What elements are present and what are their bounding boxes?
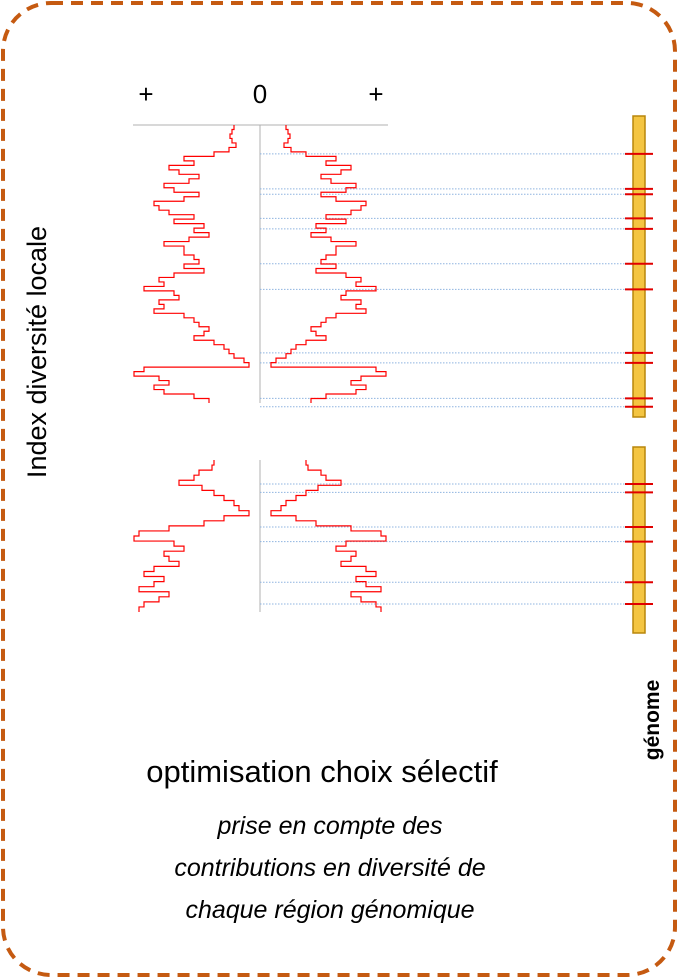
caption-line-2: contributions en diversité de [174, 854, 485, 882]
chromosome-2-block [133, 446, 653, 634]
chromosome-1-block [133, 115, 653, 418]
axis-zero-label: 0 [253, 79, 267, 109]
diversity-profile-right [270, 460, 387, 612]
caption-line-3: chaque région génomique [185, 896, 474, 924]
diversity-profile-right [270, 125, 387, 403]
caption-title: optimisation choix sélectif [146, 754, 498, 789]
y-axis-label: Index diversité locale [22, 226, 52, 478]
genome-label: génome [641, 680, 664, 761]
axis-right-sign: + [368, 79, 383, 109]
genome-bar [632, 115, 646, 418]
genome-bar [632, 446, 646, 634]
diversity-profile-left [133, 125, 250, 403]
axis-left-sign: + [138, 79, 153, 109]
diversity-profile-left [133, 460, 250, 612]
caption-line-1: prise en compte des [216, 812, 442, 840]
